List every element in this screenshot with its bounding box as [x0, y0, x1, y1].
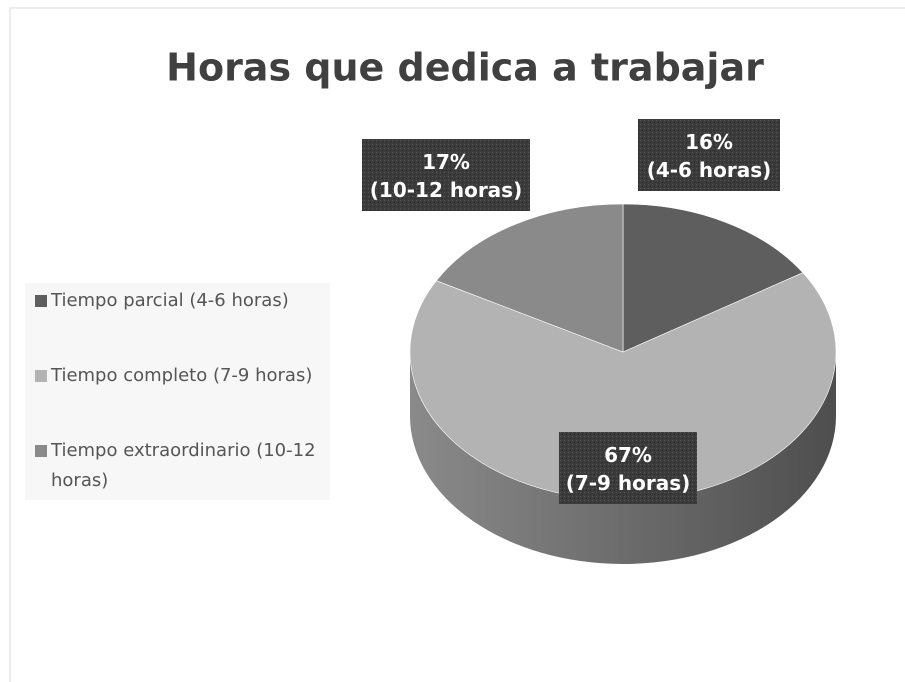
legend: Tiempo parcial (4-6 horas) Tiempo complet…	[25, 283, 330, 500]
data-label-detail: (7-9 horas)	[566, 471, 691, 495]
data-label-value: 67%	[604, 443, 652, 467]
legend-swatch	[35, 445, 47, 457]
legend-swatch	[35, 370, 47, 382]
legend-item: Tiempo completo (7-9 horas)	[35, 361, 325, 391]
pie-slice	[435, 203, 624, 353]
legend-item: Tiempo extraordinario (10-12 horas)	[35, 436, 325, 496]
frame	[9, 7, 905, 682]
data-label-value: 17%	[422, 150, 470, 174]
legend-label: Tiempo completo (7-9 horas)	[51, 365, 313, 386]
legend-label: Tiempo extraordinario (10-12 horas)	[51, 440, 316, 491]
data-label-box	[638, 119, 780, 191]
pie	[409, 203, 837, 564]
data-label: 16% (4-6 horas)	[647, 130, 772, 182]
pie-side	[410, 352, 836, 564]
data-label: 67% (7-9 horas)	[566, 443, 691, 495]
data-label: 17% (10-12 horas)	[370, 150, 522, 202]
legend-item: Tiempo parcial (4-6 horas)	[35, 286, 325, 316]
data-label-detail: (10-12 horas)	[370, 178, 522, 202]
data-labels: 16% (4-6 horas) 67% (7-9 horas) 17% (10-12 ho…	[362, 119, 780, 504]
pie-slice	[622, 203, 804, 353]
chart-title: Horas que dedica a trabajar	[166, 46, 764, 90]
legend-label: Tiempo parcial (4-6 horas)	[51, 290, 289, 311]
data-label-value: 16%	[685, 130, 733, 154]
data-label-box	[362, 139, 530, 211]
legend-swatch	[35, 295, 47, 307]
data-label-detail: (4-6 horas)	[647, 158, 772, 182]
data-label-box	[559, 432, 697, 504]
